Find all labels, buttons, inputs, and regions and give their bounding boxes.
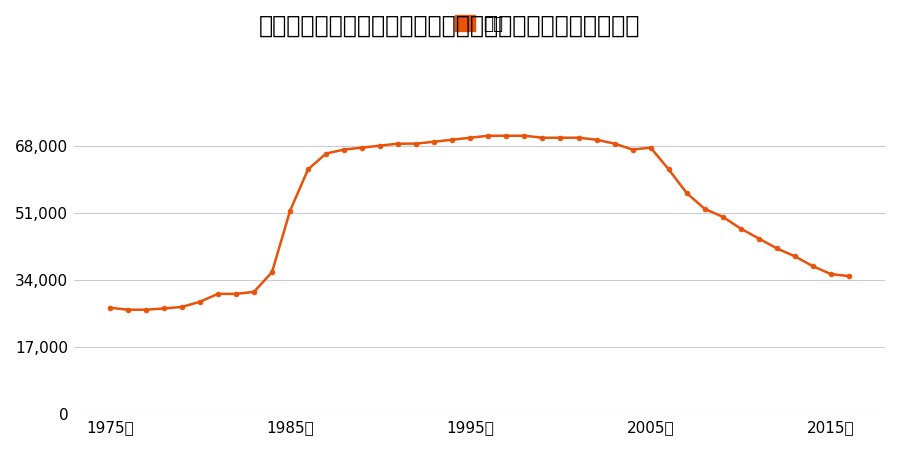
Text: 大分県別府市大字南立石字向原１８９１番１５５の地価推移: 大分県別府市大字南立石字向原１８９１番１５５の地価推移 (259, 14, 641, 37)
Legend: 価格: 価格 (448, 8, 510, 40)
